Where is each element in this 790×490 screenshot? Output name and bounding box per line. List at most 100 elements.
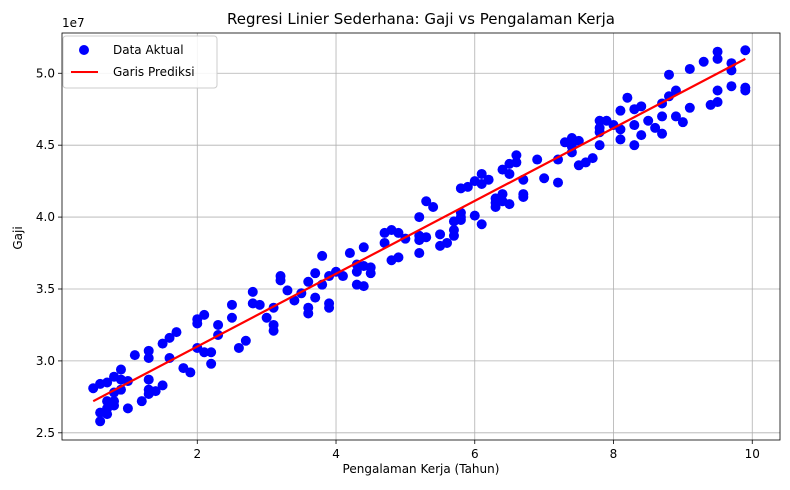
data-point xyxy=(171,327,182,338)
data-point xyxy=(199,309,210,320)
data-point xyxy=(442,237,453,248)
x-tick-label: 8 xyxy=(610,447,618,461)
data-point xyxy=(129,350,140,361)
data-point xyxy=(344,248,355,259)
data-point xyxy=(518,191,529,202)
data-point xyxy=(358,281,369,292)
data-point xyxy=(206,358,217,369)
data-point xyxy=(476,168,487,179)
data-point xyxy=(712,53,723,64)
data-point xyxy=(636,130,647,141)
legend-label-garis-prediksi: Garis Prediksi xyxy=(113,65,195,79)
data-point xyxy=(657,128,668,139)
data-point xyxy=(566,147,577,158)
data-point xyxy=(504,168,515,179)
y-tick-label: 3.5 xyxy=(36,282,55,296)
data-point xyxy=(684,63,695,74)
data-point xyxy=(192,318,203,329)
legend-label-data-aktual: Data Aktual xyxy=(113,43,184,57)
data-point xyxy=(539,173,550,184)
plot-frame xyxy=(61,32,781,441)
data-point xyxy=(622,92,633,103)
data-point xyxy=(643,115,654,126)
data-point xyxy=(95,416,106,427)
x-tick-label: 4 xyxy=(332,447,340,461)
data-point xyxy=(448,230,459,241)
scatter-series-data-aktual xyxy=(88,45,751,427)
data-point xyxy=(615,134,626,145)
data-point xyxy=(136,396,147,407)
data-point xyxy=(511,150,522,161)
data-point xyxy=(337,271,348,282)
data-point xyxy=(122,403,133,414)
data-point xyxy=(414,248,425,259)
axes xyxy=(61,32,781,441)
x-tick-label: 10 xyxy=(745,447,760,461)
data-point xyxy=(414,212,425,223)
data-point xyxy=(157,380,168,391)
ticks: 2 4 6 8 10 2.5 3.0 3.5 4.0 4.5 5.0 xyxy=(36,66,760,461)
data-point xyxy=(282,285,293,296)
data-point xyxy=(684,102,695,113)
data-point xyxy=(664,69,675,80)
data-point xyxy=(629,120,640,131)
data-point xyxy=(254,299,265,310)
y-axis-label: Gaji xyxy=(11,226,25,249)
x-axis-label: Pengalaman Kerja (Tahun) xyxy=(343,462,500,476)
data-point xyxy=(594,115,605,126)
data-point xyxy=(497,189,508,200)
data-point xyxy=(712,85,723,96)
data-point xyxy=(553,177,564,188)
data-point xyxy=(240,335,251,346)
data-point xyxy=(102,377,113,388)
data-point xyxy=(698,56,709,67)
x-tick-label: 2 xyxy=(193,447,201,461)
data-point xyxy=(143,374,154,385)
data-point xyxy=(164,332,175,343)
data-point xyxy=(462,181,473,192)
data-point xyxy=(157,338,168,349)
data-point xyxy=(247,286,258,297)
data-point xyxy=(261,312,272,323)
data-point xyxy=(226,299,237,310)
data-point xyxy=(324,302,335,313)
y-tick-label: 4.5 xyxy=(36,138,55,152)
legend: Data Aktual Garis Prediksi xyxy=(62,35,218,89)
data-point xyxy=(199,347,210,358)
data-point xyxy=(483,174,494,185)
data-point xyxy=(615,105,626,116)
data-point xyxy=(677,117,688,128)
data-point xyxy=(143,353,154,364)
y-axis-scale-note: 1e7 xyxy=(62,16,85,30)
y-tick-label: 5.0 xyxy=(36,66,55,80)
chart-title: Regresi Linier Sederhana: Gaji vs Pengal… xyxy=(227,10,615,28)
legend-marker-data-aktual xyxy=(79,45,89,55)
data-point xyxy=(504,199,515,210)
data-point xyxy=(393,252,404,263)
data-point xyxy=(310,268,321,279)
legend-box xyxy=(62,35,218,89)
data-point xyxy=(428,202,439,213)
data-point xyxy=(650,122,661,133)
data-point xyxy=(587,153,598,164)
data-point xyxy=(358,242,369,253)
data-point xyxy=(365,268,376,279)
data-point xyxy=(102,409,113,420)
data-point xyxy=(455,214,466,225)
data-point xyxy=(317,250,328,261)
data-point xyxy=(226,312,237,323)
data-point xyxy=(670,111,681,122)
prediction-line xyxy=(92,57,746,403)
data-point xyxy=(532,154,543,165)
y-tick-label: 2.5 xyxy=(36,426,55,440)
y-tick-label: 3.0 xyxy=(36,354,55,368)
data-point xyxy=(206,347,217,358)
data-point xyxy=(233,342,244,353)
data-point xyxy=(636,101,647,112)
y-tick-label: 4.0 xyxy=(36,210,55,224)
x-tick-label: 6 xyxy=(471,447,479,461)
data-point xyxy=(740,45,751,56)
data-point xyxy=(185,367,196,378)
data-point xyxy=(476,219,487,230)
